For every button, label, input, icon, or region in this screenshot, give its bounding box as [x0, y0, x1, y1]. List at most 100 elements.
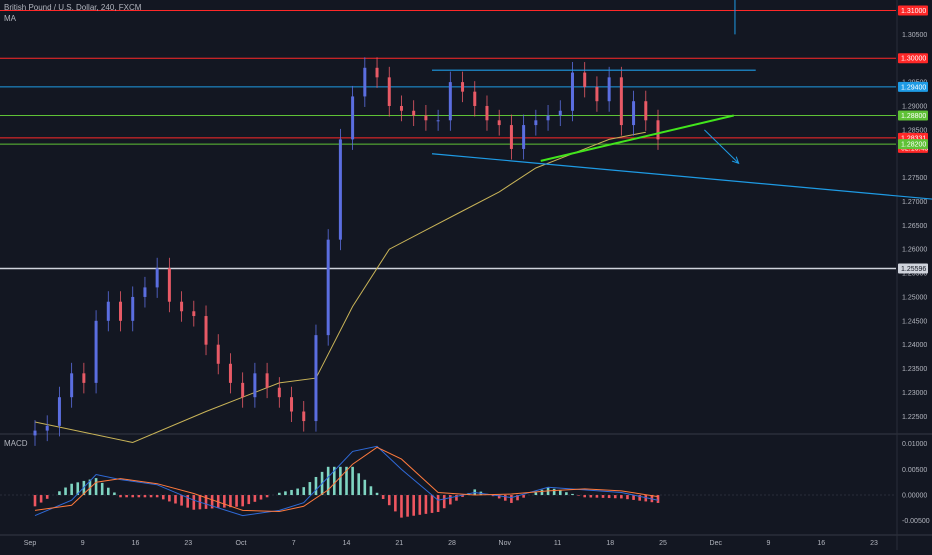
time-axis-tick: 14: [343, 540, 351, 547]
macd-histogram-bar: [168, 495, 171, 502]
macd-histogram-bar: [394, 495, 397, 512]
macd-histogram-bar: [339, 466, 342, 496]
time-axis-tick: 23: [184, 540, 192, 547]
price-axis-tick: 1.29000: [902, 103, 927, 110]
candle-body: [644, 101, 648, 121]
price-axis-tick: 1.26500: [902, 223, 927, 230]
macd-histogram-bar: [94, 478, 98, 496]
macd-histogram-bar: [516, 495, 519, 501]
candle-body: [33, 430, 37, 436]
macd-histogram-bar: [363, 479, 367, 496]
price-tag-label: 1.28200: [901, 142, 926, 149]
time-axis-tick: Nov: [499, 540, 512, 547]
candle-body: [424, 115, 428, 121]
macd-histogram-bar: [510, 495, 513, 503]
price-axis-tick: 1.25500: [902, 271, 927, 278]
price-axis-tick: 1.27500: [902, 175, 927, 182]
macd-axis-tick: 0.00000: [902, 493, 927, 500]
macd-histogram-bar: [64, 487, 67, 496]
macd-histogram-bar: [522, 495, 525, 498]
projection-arrowhead: [731, 156, 740, 165]
moving-average-line: [34, 131, 646, 444]
macd-histogram-bar: [332, 466, 336, 496]
candle-body: [656, 120, 660, 140]
macd-histogram-bar: [583, 495, 587, 498]
candle-body: [595, 86, 599, 102]
time-axis-tick: 18: [606, 540, 614, 547]
candle-body: [192, 311, 196, 317]
macd-histogram-bar: [308, 482, 312, 496]
candle-body: [412, 110, 416, 116]
macd-indicator-label: MACD: [4, 439, 28, 448]
macd-histogram-bar: [143, 495, 147, 498]
candle-body: [534, 120, 538, 126]
macd-histogram-bar: [45, 495, 49, 499]
candle-body: [290, 397, 294, 412]
macd-histogram-bar: [632, 495, 635, 500]
macd-histogram-bar: [88, 479, 92, 496]
macd-histogram-bar: [387, 495, 391, 506]
candle-body: [351, 96, 355, 140]
candle-body: [119, 301, 123, 321]
macd-histogram-bar: [357, 473, 361, 496]
macd-histogram-bar: [290, 489, 293, 496]
candle-body: [375, 67, 379, 78]
macd-histogram-bar: [638, 495, 641, 501]
macd-histogram-bar: [113, 492, 116, 496]
candle-body: [277, 387, 281, 398]
price-tag-label: 1.31000: [901, 8, 926, 15]
resistance-trendline: [431, 153, 932, 200]
macd-histogram-bar: [33, 495, 37, 507]
macd-histogram-bar: [186, 495, 189, 508]
candle-body: [607, 77, 611, 102]
candle-body: [228, 363, 232, 383]
macd-histogram-bar: [247, 495, 251, 505]
macd-histogram-bar: [131, 495, 135, 498]
macd-histogram-bar: [106, 487, 110, 496]
macd-histogram-bar: [607, 495, 611, 499]
time-axis-tick: Dec: [710, 540, 723, 547]
macd-histogram-bar: [351, 466, 354, 496]
candle-body: [522, 125, 526, 149]
macd-histogram-bar: [412, 495, 415, 516]
macd-histogram-bar: [180, 495, 183, 506]
macd-histogram-bar: [174, 495, 177, 504]
macd-histogram-bar: [534, 492, 538, 496]
price-tag: [898, 5, 928, 16]
price-axis-tick: 1.23000: [902, 390, 927, 397]
macd-histogram-bar: [278, 492, 281, 496]
macd-histogram-bar: [491, 495, 495, 497]
candle-body: [326, 239, 330, 336]
macd-histogram-bar: [58, 491, 61, 496]
macd-histogram-bar: [430, 495, 434, 513]
candle-body: [143, 287, 147, 297]
macd-histogram-bar: [296, 488, 299, 496]
macd-histogram-bar: [620, 495, 623, 499]
macd-histogram-bar: [455, 495, 458, 501]
macd-histogram-bar: [381, 495, 385, 499]
candle-body: [461, 82, 465, 92]
macd-histogram-bar: [39, 495, 43, 503]
candle-body: [619, 77, 623, 126]
macd-histogram-bar: [461, 495, 464, 497]
macd-histogram-bar: [504, 495, 507, 501]
candle-body: [155, 268, 159, 288]
time-axis-tick: 11: [554, 540, 561, 547]
price-axis-tick: 1.25000: [902, 294, 927, 301]
candle-body: [497, 120, 501, 126]
macd-histogram-bar: [223, 495, 226, 508]
price-tag: [898, 81, 928, 92]
price-tag-label: 1.25596: [901, 266, 926, 273]
macd-histogram-bar: [565, 492, 568, 496]
candle-body: [204, 316, 208, 345]
candle-body: [265, 373, 269, 388]
candle-body: [399, 105, 403, 111]
macd-histogram-bar: [70, 483, 73, 496]
macd-histogram-bar: [241, 495, 244, 507]
macd-histogram-bar: [265, 495, 269, 498]
macd-histogram-bar: [406, 495, 409, 517]
candle-body: [558, 110, 562, 116]
macd-histogram-bar: [497, 495, 501, 499]
